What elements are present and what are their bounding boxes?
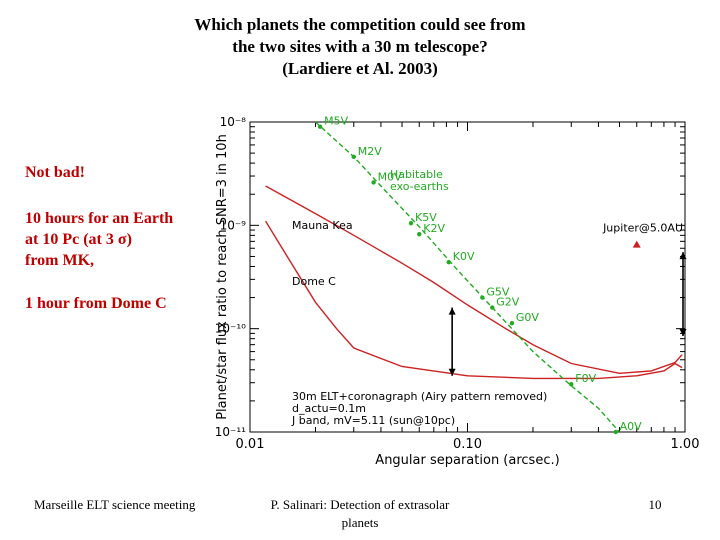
gap-arrow-right-head-bottom	[679, 328, 687, 336]
footer-author-line-1: P. Salinari: Detection of extrasolar	[270, 497, 450, 512]
y-tick-label: 10⁻⁸	[220, 115, 247, 129]
dome-c-label: Dome C	[292, 275, 336, 288]
jupiter-label: Jupiter@5.0AU	[602, 222, 683, 235]
footer-author-line-2: planets	[341, 515, 379, 530]
jupiter-marker	[632, 240, 641, 248]
star-label-m0v: M0V	[378, 170, 402, 183]
star-label-g2v: G2V	[496, 296, 520, 309]
star-point-g0v	[509, 320, 515, 326]
star-point-m2v	[351, 154, 356, 160]
chart: 0.01 0.10 1.00 10⁻⁸ 10⁻⁹ 10⁻¹⁰ 10⁻¹¹ Angular se…	[215, 115, 700, 468]
star-point-k2v	[417, 232, 422, 237]
star-point-m5v	[317, 124, 323, 129]
title-line-2: the two sites with a 30 m telescope?	[232, 37, 488, 56]
note-mk-line: from MK,	[25, 252, 95, 269]
title-line-1: Which planets the competition could see …	[194, 15, 526, 34]
chart-labels: 0.01 0.10 1.00 10⁻⁸ 10⁻⁹ 10⁻¹⁰ 10⁻¹¹ Angular se…	[215, 115, 700, 468]
caption-line-2: d_actu=0.1m	[292, 402, 366, 415]
star-label-a0v: A0V	[620, 420, 643, 433]
y-axis-label: Planet/star flux ratio to reach SNR=3 in…	[215, 134, 230, 420]
x-tick-label: 0.10	[453, 437, 482, 452]
x-tick-label: 0.01	[236, 437, 265, 452]
series-line-dome-c	[265, 220, 683, 380]
star-label-m5v: M5V	[324, 115, 348, 128]
star-label-g0v: G0V	[516, 311, 540, 324]
series-line-mauna-kea	[265, 185, 683, 375]
x-axis-label: Angular separation (arcsec.)	[375, 453, 559, 468]
habitable-label-2: exo-earths	[390, 180, 449, 193]
star-point-f0v	[569, 382, 574, 387]
star-label-k5v: K5V	[415, 211, 437, 224]
caption-line-3: J band, mV=5.11 (sun@10pc)	[291, 414, 455, 427]
slide-title: Which planets the competition could see …	[120, 14, 600, 80]
star-point-k5v	[408, 220, 414, 226]
star-label-k0v: K0V	[453, 250, 475, 263]
note-not-bad: Not bad!	[25, 164, 86, 181]
star-point-a0v	[613, 429, 618, 435]
gap-arrow-right-head-top	[679, 252, 687, 260]
title-line-3: (Lardiere et Al. 2003)	[282, 59, 438, 78]
star-point-g5v	[480, 295, 485, 300]
page-number: 10	[648, 497, 662, 512]
star-label-f0v: F0V	[575, 372, 596, 385]
mauna-kea-label: Mauna Kea	[292, 219, 353, 232]
star-point-g2v	[490, 305, 495, 310]
star-label-k2v: K2V	[423, 222, 445, 235]
gap-arrow-mid-head-top	[448, 307, 456, 315]
y-tick-label: 10⁻¹¹	[215, 425, 246, 439]
note-hours-line: 10 hours for an Earth	[25, 210, 174, 227]
gap-arrow-mid-head-bottom	[448, 368, 456, 376]
star-label-m2v: M2V	[358, 145, 382, 158]
note-parsec-line: at 10 Pc (at 3 σ)	[25, 231, 132, 248]
star-point-m0v	[371, 180, 376, 185]
y-tick-label: 10⁻⁹	[220, 218, 247, 232]
series-line-habitable-exo-earths	[315, 121, 621, 433]
caption-line-1: 30m ELT+coronagraph (Airy pattern remove…	[292, 390, 547, 403]
star-label-g5v: G5V	[486, 286, 510, 299]
note-domec-line: 1 hour from Dome C	[25, 295, 167, 312]
star-point-k0v	[446, 259, 451, 265]
footer-event: Marseille ELT science meeting	[34, 497, 196, 512]
x-tick-label: 1.00	[671, 437, 700, 452]
footer-author: P. Salinari: Detection of extrasolar pla…	[250, 496, 470, 532]
chart-axes	[249, 121, 686, 433]
y-tick-label: 10⁻¹⁰	[215, 322, 246, 336]
chart-marks	[265, 121, 687, 435]
habitable-label: Habitable	[390, 168, 443, 181]
